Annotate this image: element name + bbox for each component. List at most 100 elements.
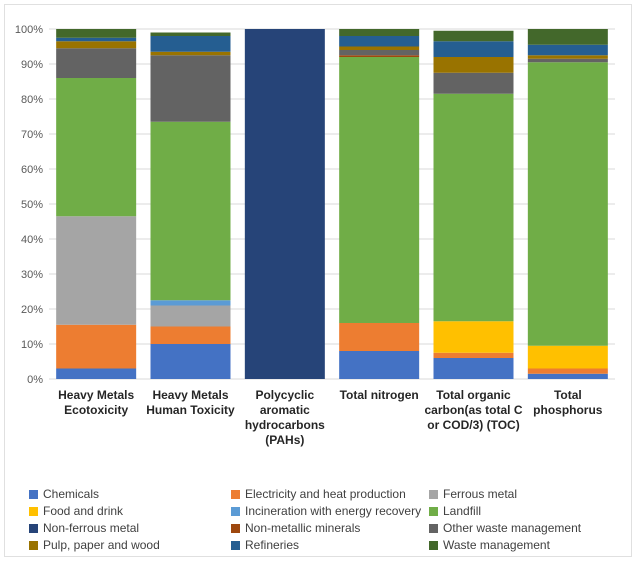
y-tick-label: 90% bbox=[21, 59, 43, 71]
y-tick-label: 50% bbox=[21, 199, 43, 211]
bar-segment bbox=[339, 50, 420, 56]
bar-segment bbox=[150, 55, 231, 122]
legend-label: Food and drink bbox=[43, 504, 124, 518]
y-tick-label: 100% bbox=[15, 24, 43, 36]
bar-segment bbox=[56, 324, 137, 369]
legend-item: Waste management bbox=[429, 538, 550, 552]
y-tick-label: 80% bbox=[21, 94, 43, 106]
legend-label: Other waste management bbox=[443, 521, 582, 535]
bar-segment bbox=[150, 305, 231, 327]
x-category-label: Heavy Metals Human Toxicity bbox=[146, 388, 235, 417]
legend-item: Pulp, paper and wood bbox=[29, 538, 160, 552]
y-tick-label: 20% bbox=[21, 304, 43, 316]
legend-swatch bbox=[429, 523, 438, 533]
bar-segment bbox=[527, 55, 608, 59]
bar-segment bbox=[56, 29, 137, 38]
bar-segment bbox=[527, 58, 608, 63]
legend-swatch bbox=[231, 506, 240, 516]
x-category-label: Heavy Metals Ecotoxicity bbox=[58, 388, 134, 417]
x-axis-category-labels: Heavy Metals Ecotoxicity Heavy Metals Human… bbox=[58, 388, 603, 447]
bar-segment bbox=[56, 368, 137, 379]
y-tick-label: 10% bbox=[21, 339, 43, 351]
legend-label: Electricity and heat production bbox=[245, 487, 406, 501]
legend-label: Landfill bbox=[443, 504, 482, 518]
bar-segment bbox=[56, 48, 137, 78]
bar-segment bbox=[244, 29, 325, 379]
legend-label: Waste management bbox=[443, 538, 550, 552]
bar-segment bbox=[150, 36, 231, 52]
legend-item: Non-ferrous metal bbox=[29, 521, 139, 535]
bar-segment bbox=[527, 373, 608, 379]
legend-item: Refineries bbox=[231, 538, 299, 552]
bar-segment bbox=[339, 57, 420, 323]
legend-swatch bbox=[231, 523, 240, 533]
x-category-label: Total phosphorus bbox=[533, 388, 603, 417]
bar-segment bbox=[433, 352, 514, 358]
legend-swatch bbox=[429, 540, 438, 550]
legend-label: Non-metallic minerals bbox=[245, 521, 361, 535]
legend-item: Ferrous metal bbox=[429, 487, 517, 501]
legend-label: Ferrous metal bbox=[443, 487, 518, 501]
y-tick-label: 60% bbox=[21, 164, 43, 176]
bars bbox=[56, 29, 608, 379]
bar-segment bbox=[339, 55, 420, 57]
bar-segment bbox=[527, 368, 608, 374]
bar-segment bbox=[56, 41, 137, 49]
legend-swatch bbox=[29, 489, 38, 499]
legend-label: Refineries bbox=[245, 538, 300, 552]
chart-frame: 0% 10% 20% 30% 40% 50% 60% 70% 80% 90% 100% Heavy … bbox=[4, 4, 632, 557]
bar-segment bbox=[150, 121, 231, 301]
legend-item: Incineration with energy recovery bbox=[231, 504, 421, 518]
legend-swatch bbox=[429, 506, 438, 516]
legend-swatch bbox=[429, 489, 438, 499]
bar-segment bbox=[339, 46, 420, 50]
legend-label: Pulp, paper and wood bbox=[43, 538, 160, 552]
legend-swatch bbox=[231, 489, 240, 499]
bar-segment bbox=[56, 78, 137, 217]
y-tick-label: 30% bbox=[21, 269, 43, 281]
stacked-bar-chart: 0% 10% 20% 30% 40% 50% 60% 70% 80% 90% 100% Heavy … bbox=[15, 24, 615, 447]
bar-segment bbox=[150, 32, 231, 36]
legend-label: Incineration with energy recovery bbox=[245, 504, 422, 518]
bar-segment bbox=[527, 29, 608, 45]
bar-segment bbox=[339, 29, 420, 36]
legend-swatch bbox=[29, 540, 38, 550]
bar-segment bbox=[433, 72, 514, 94]
bar-segment bbox=[339, 351, 420, 379]
bar-segment bbox=[150, 51, 231, 56]
legend-label: Chemicals bbox=[43, 487, 100, 501]
bar-segment bbox=[433, 358, 514, 379]
legend-item: Non-metallic minerals bbox=[231, 521, 360, 535]
legend-item: Other waste management bbox=[429, 521, 581, 535]
legend-item: Chemicals bbox=[29, 487, 99, 501]
y-axis-tick-labels: 0% 10% 20% 30% 40% 50% 60% 70% 80% 90% 100% bbox=[15, 24, 43, 386]
bar-segment bbox=[339, 36, 420, 47]
bar-segment bbox=[433, 321, 514, 353]
bar-segment bbox=[433, 30, 514, 42]
bar-segment bbox=[150, 326, 231, 344]
legend-item: Food and drink bbox=[29, 504, 123, 518]
legend-swatch bbox=[29, 523, 38, 533]
x-category-label: Total nitrogen bbox=[340, 388, 419, 402]
bar-segment bbox=[433, 57, 514, 73]
y-tick-label: 40% bbox=[21, 234, 43, 246]
legend-item: Electricity and heat production bbox=[231, 487, 406, 501]
legend-label: Non-ferrous metal bbox=[43, 521, 140, 535]
bar-segment bbox=[527, 345, 608, 369]
bar-segment bbox=[56, 37, 137, 42]
gridlines bbox=[49, 28, 615, 380]
x-category-label: Polycyclic aromatic hydrocarbons (PAHs) bbox=[245, 388, 325, 447]
bar-segment bbox=[150, 344, 231, 379]
bar-segment bbox=[339, 323, 420, 351]
bar-segment bbox=[433, 93, 514, 322]
bar-segment bbox=[527, 62, 608, 346]
bar-segment bbox=[56, 216, 137, 325]
y-tick-label: 0% bbox=[27, 374, 43, 386]
legend-swatch bbox=[231, 540, 240, 550]
y-tick-label: 70% bbox=[21, 129, 43, 141]
bar-segment bbox=[527, 44, 608, 56]
bar-segment bbox=[433, 41, 514, 57]
legend-swatch bbox=[29, 506, 38, 516]
bar-segment bbox=[150, 300, 231, 306]
